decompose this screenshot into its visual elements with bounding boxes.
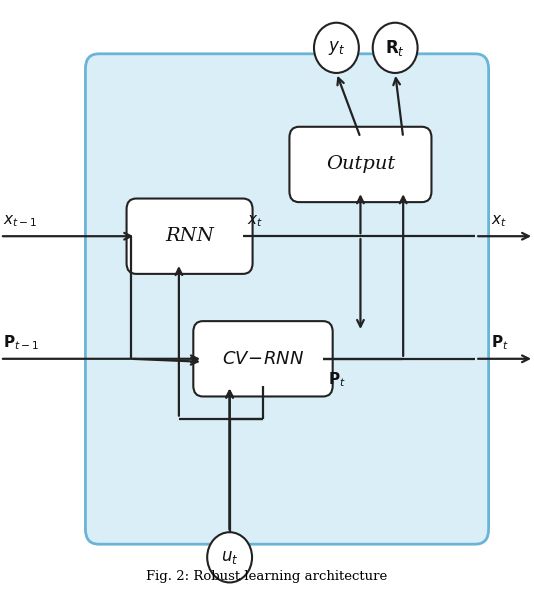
- Text: $\mathbf{R}_t$: $\mathbf{R}_t$: [385, 38, 405, 58]
- FancyBboxPatch shape: [193, 321, 333, 396]
- Text: $x_t$: $x_t$: [491, 213, 507, 229]
- Text: Output: Output: [326, 155, 395, 173]
- Text: $CV\!-\!RNN$: $CV\!-\!RNN$: [222, 350, 304, 368]
- Text: $\mathbf{P}_t$: $\mathbf{P}_t$: [491, 333, 509, 352]
- Text: RNN: RNN: [165, 227, 214, 245]
- FancyBboxPatch shape: [85, 54, 489, 544]
- Circle shape: [207, 532, 252, 582]
- Text: $\mathbf{P}_{t-1}$: $\mathbf{P}_{t-1}$: [3, 333, 39, 352]
- Text: $\mathbf{P}_t$: $\mathbf{P}_t$: [328, 371, 346, 389]
- Text: Fig. 2: Robust learning architecture: Fig. 2: Robust learning architecture: [146, 570, 388, 583]
- Circle shape: [373, 23, 418, 73]
- Text: $y_t$: $y_t$: [328, 39, 345, 57]
- Circle shape: [314, 23, 359, 73]
- Text: $x_t$: $x_t$: [247, 213, 263, 229]
- Text: $u_t$: $u_t$: [221, 549, 238, 566]
- FancyBboxPatch shape: [127, 199, 253, 274]
- Text: $x_{t-1}$: $x_{t-1}$: [3, 213, 37, 229]
- FancyBboxPatch shape: [289, 127, 431, 202]
